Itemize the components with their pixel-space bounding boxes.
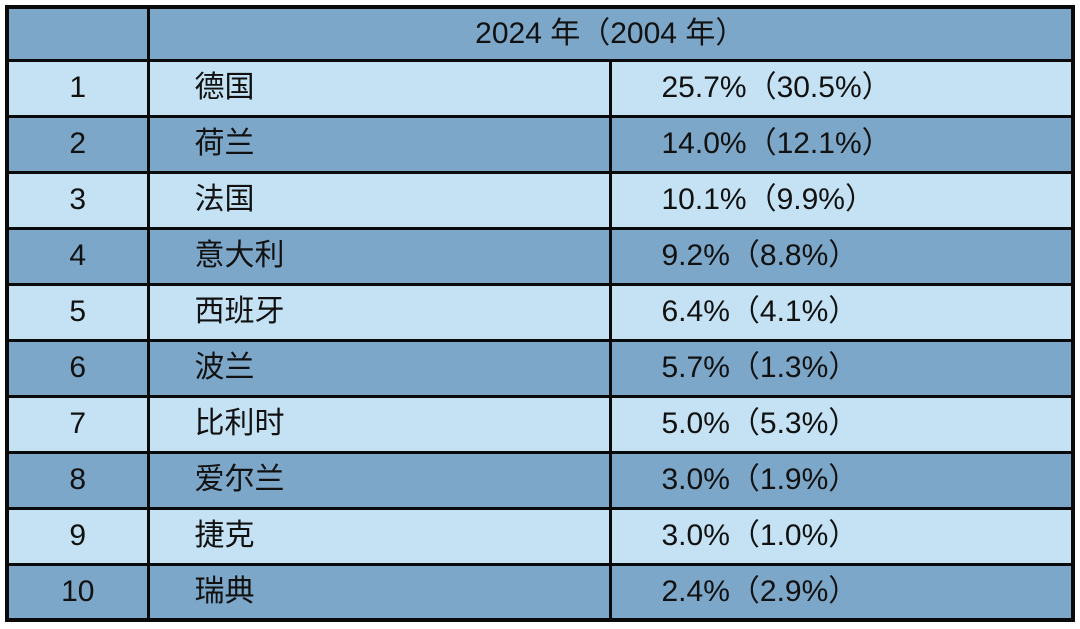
rank-cell: 2 (5, 114, 150, 174)
country-cell: 德国 (146, 58, 612, 118)
table-row: 3 法国 10.1%（9.9%） (5, 170, 1075, 230)
table-row: 4 意大利 9.2%（8.8%） (5, 226, 1075, 286)
rank-cell: 3 (5, 170, 150, 230)
value-cell: 3.0%（1.0%） (608, 506, 1075, 566)
country-cell: 捷克 (146, 506, 612, 566)
value-cell: 9.2%（8.8%） (608, 226, 1075, 286)
header-year-cell: 2024 年（2004 年） (146, 5, 1075, 62)
value-cell: 6.4%（4.1%） (608, 282, 1075, 342)
value-cell: 25.7%（30.5%） (608, 58, 1075, 118)
country-cell: 比利时 (146, 394, 612, 454)
table-header-row: 2024 年（2004 年） (5, 5, 1075, 62)
header-corner-cell (5, 5, 150, 62)
table-row: 6 波兰 5.7%（1.3%） (5, 338, 1075, 398)
rank-cell: 9 (5, 506, 150, 566)
table-row: 2 荷兰 14.0%（12.1%） (5, 114, 1075, 174)
rank-cell: 10 (5, 562, 150, 622)
value-cell: 3.0%（1.9%） (608, 450, 1075, 510)
country-cell: 瑞典 (146, 562, 612, 622)
ranking-table: 2024 年（2004 年） 1 德国 25.7%（30.5%） 2 荷兰 14… (5, 5, 1075, 622)
rank-cell: 5 (5, 282, 150, 342)
value-cell: 10.1%（9.9%） (608, 170, 1075, 230)
country-cell: 波兰 (146, 338, 612, 398)
table-row: 7 比利时 5.0%（5.3%） (5, 394, 1075, 454)
country-cell: 荷兰 (146, 114, 612, 174)
table-row: 5 西班牙 6.4%（4.1%） (5, 282, 1075, 342)
value-cell: 5.7%（1.3%） (608, 338, 1075, 398)
value-cell: 14.0%（12.1%） (608, 114, 1075, 174)
rank-cell: 8 (5, 450, 150, 510)
table-row: 8 爱尔兰 3.0%（1.9%） (5, 450, 1075, 510)
value-cell: 2.4%（2.9%） (608, 562, 1075, 622)
country-cell: 法国 (146, 170, 612, 230)
table-row: 10 瑞典 2.4%（2.9%） (5, 562, 1075, 622)
table-row: 1 德国 25.7%（30.5%） (5, 58, 1075, 118)
country-cell: 爱尔兰 (146, 450, 612, 510)
rank-cell: 4 (5, 226, 150, 286)
rank-cell: 7 (5, 394, 150, 454)
rank-cell: 1 (5, 58, 150, 118)
country-cell: 西班牙 (146, 282, 612, 342)
country-cell: 意大利 (146, 226, 612, 286)
value-cell: 5.0%（5.3%） (608, 394, 1075, 454)
rank-cell: 6 (5, 338, 150, 398)
table-row: 9 捷克 3.0%（1.0%） (5, 506, 1075, 566)
